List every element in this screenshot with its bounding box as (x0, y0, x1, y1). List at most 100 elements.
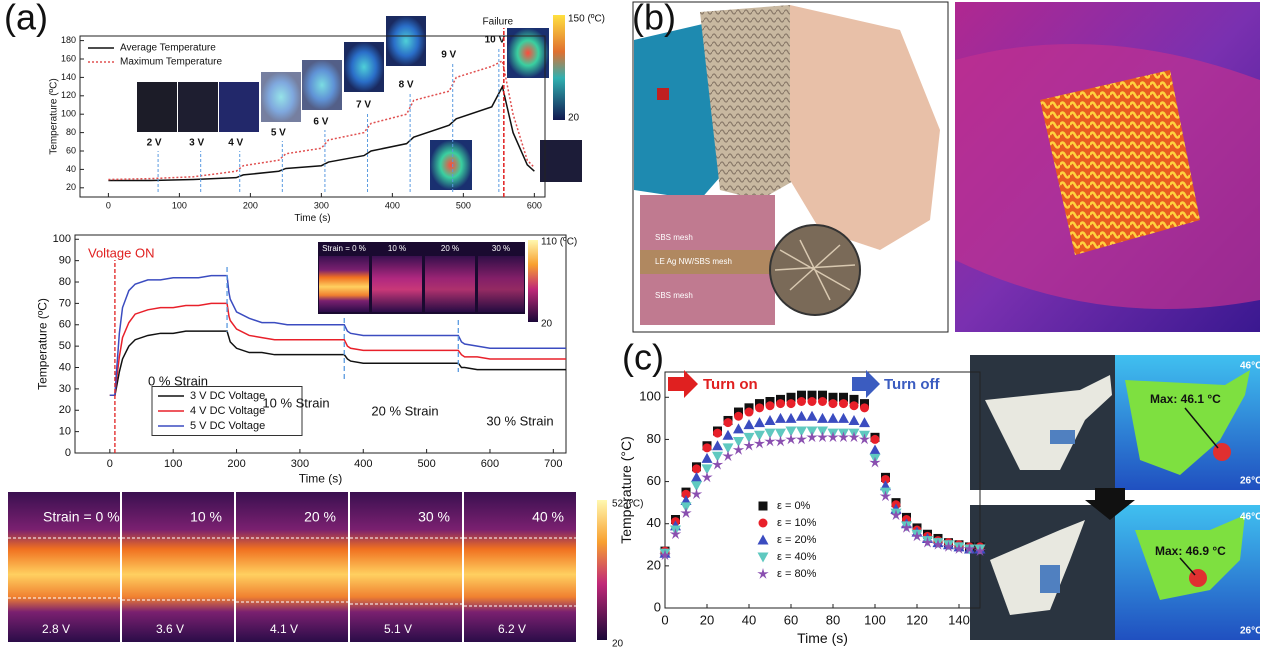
strain-label: 30 % (418, 509, 450, 525)
turn-on-arrow (668, 370, 698, 398)
point (870, 434, 880, 444)
series-line (109, 274, 566, 397)
colorbar-label: 150 (ºC) (568, 14, 605, 25)
point (764, 414, 776, 425)
x-tick-label: 100 (164, 458, 182, 470)
strain-inset (318, 240, 538, 322)
point (701, 464, 713, 475)
series-line (108, 84, 535, 182)
point (900, 521, 913, 533)
point (743, 419, 755, 430)
y-tick-label: 80 (59, 276, 71, 288)
inset-label: SBS mesh (655, 291, 693, 300)
plot-frame (79, 35, 546, 198)
y-tick-label: 160 (61, 53, 76, 63)
thermal-image (122, 492, 234, 642)
point (733, 437, 744, 448)
point (828, 392, 838, 402)
point (797, 397, 806, 406)
thermal-thumbnails (137, 15, 582, 190)
scale-label: 26°C (1240, 626, 1261, 637)
x-tick-label: 300 (314, 200, 329, 210)
x-tick-label: 100 (864, 612, 886, 627)
y-tick-label: 180 (61, 35, 76, 45)
x-tick-label: 40 (742, 612, 756, 627)
inset-label: 20 % (441, 244, 459, 253)
point (744, 407, 754, 417)
point (827, 431, 839, 443)
point (681, 489, 691, 499)
panel-label: (b) (632, 0, 676, 38)
x-tick-label: 100 (172, 200, 187, 210)
y-tick-label: 120 (61, 90, 76, 100)
voltage-label: 7 V (356, 100, 371, 111)
point (838, 412, 849, 423)
voltage-label: 5.1 V (384, 622, 412, 636)
plot-frame (74, 234, 567, 454)
colorbar (597, 500, 607, 640)
point (879, 490, 892, 502)
point (942, 540, 955, 552)
turn-off-arrow (852, 370, 880, 398)
plot-frame (664, 371, 981, 609)
y-tick-label: 80 (66, 127, 76, 137)
voltage-label: 2.8 V (42, 622, 70, 636)
colorbar-label: 20 (568, 113, 580, 124)
legend-label: 3 V DC Voltage (190, 390, 265, 402)
x-tick-label: 0 (661, 612, 668, 627)
y-tick-label: 140 (61, 72, 76, 82)
x-tick-label: 600 (481, 458, 499, 470)
y-axis-label: Temperature (°C) (618, 436, 634, 544)
turn-off-label: Turn off (884, 376, 941, 393)
point (797, 390, 806, 400)
legend-label: Average Temperature (120, 43, 216, 54)
point (921, 536, 934, 548)
voltage-label: 6 V (313, 117, 328, 128)
point (785, 412, 797, 423)
legend-marker (757, 552, 769, 563)
y-tick-label: 100 (61, 109, 76, 119)
voltage-label: 3.6 V (156, 622, 184, 636)
failure-label: Failure (483, 17, 514, 28)
x-tick-label: 80 (826, 612, 840, 627)
point (712, 451, 723, 462)
y-tick-label: 70 (59, 297, 71, 309)
point (869, 444, 881, 455)
panel-label: (a) (4, 0, 48, 38)
y-tick-label: 80 (647, 431, 661, 446)
y-tick-label: 60 (647, 473, 661, 488)
strain-label: 40 % (532, 509, 564, 525)
legend-marker (757, 568, 769, 579)
x-tick-label: 300 (291, 458, 309, 470)
point (775, 412, 786, 423)
y-tick-label: 100 (639, 389, 661, 404)
legend-label: 4 V DC Voltage (190, 405, 265, 417)
point (722, 443, 734, 454)
point (734, 411, 743, 421)
inset-label: LE Ag NW/SBS mesh (655, 257, 732, 266)
point (848, 414, 860, 425)
point (818, 390, 827, 400)
x-axis-label: Time (s) (294, 213, 330, 224)
y-tick-label: 40 (59, 361, 71, 373)
point (754, 430, 765, 441)
inset-label: Strain = 0 % (322, 244, 366, 253)
legend-label: ε = 10% (777, 517, 817, 529)
legend-label: Maximum Temperature (120, 57, 223, 68)
y-tick-label: 0 (654, 599, 661, 614)
point (858, 433, 871, 445)
wrist-thermal (955, 2, 1260, 332)
colorbar-label: 110 (ºC) (541, 237, 577, 248)
thermal-image (236, 492, 348, 642)
point (691, 471, 702, 482)
voltage-label: 9 V (441, 50, 456, 61)
point (743, 432, 755, 443)
voltage-label: 2 V (147, 138, 162, 149)
max-label: Max: 46.1 °C (1150, 392, 1221, 406)
thermal-images (8, 492, 576, 642)
point (712, 440, 723, 451)
y-tick-label: 100 (53, 233, 71, 245)
point (765, 401, 775, 411)
point (839, 399, 848, 409)
point (890, 509, 902, 521)
